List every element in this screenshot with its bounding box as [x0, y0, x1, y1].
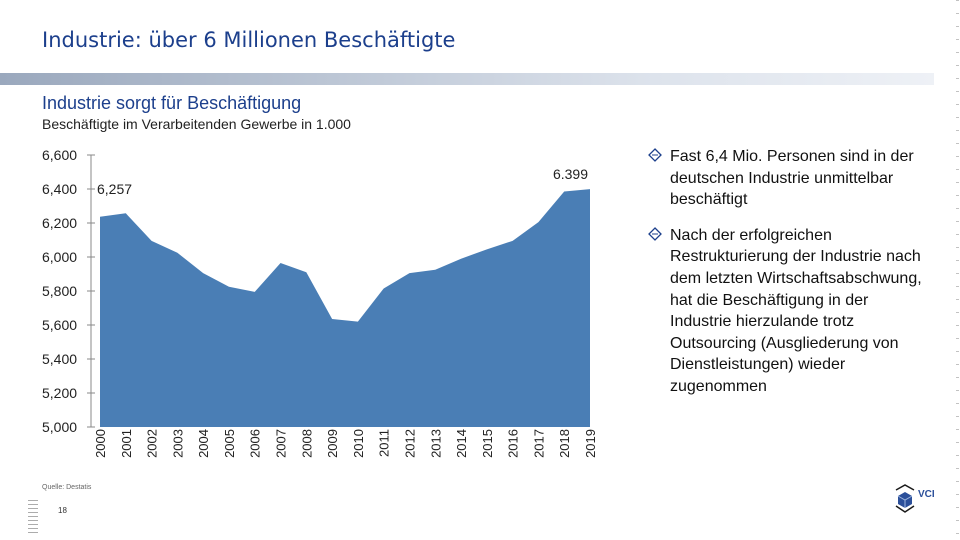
- x-tick-label: 2003: [170, 429, 185, 458]
- x-tick-label: 2009: [325, 429, 340, 458]
- vci-logo-icon: VCI: [895, 484, 935, 513]
- x-tick-label: 2017: [531, 429, 546, 458]
- x-tick-label: 2005: [222, 429, 237, 458]
- x-tick-label: 2010: [351, 429, 366, 458]
- employment-area-series: [100, 189, 590, 427]
- diamond-bullet-icon: [648, 226, 662, 241]
- x-tick-label: 2001: [119, 429, 134, 458]
- bullet-item: Nach der erfolgreichen Restrukturierung …: [648, 225, 933, 398]
- y-tick-label: 6,000: [42, 249, 77, 265]
- y-tick-label: 6,600: [42, 147, 77, 163]
- y-tick-label: 5,400: [42, 351, 77, 367]
- x-tick-label: 2013: [428, 429, 443, 458]
- source-note: Quelle: Destatis: [42, 484, 92, 491]
- chart-unit-caption: Beschäftigte im Verarbeitenden Gewerbe i…: [42, 116, 351, 132]
- x-tick-label: 2011: [377, 429, 392, 457]
- x-tick-label: 2015: [480, 429, 495, 458]
- y-tick-label: 5,800: [42, 283, 77, 299]
- logo-wordmark: VCI: [918, 489, 935, 500]
- title-divider: [0, 73, 934, 85]
- x-tick-label: 2018: [557, 429, 572, 458]
- x-tick-label: 2006: [248, 429, 263, 458]
- y-tick-label: 5,600: [42, 317, 77, 333]
- x-tick-label: 2008: [299, 429, 314, 458]
- y-tick-label: 6,200: [42, 215, 77, 231]
- y-tick-label: 5,200: [42, 385, 77, 401]
- data-label: 6,257: [97, 181, 132, 197]
- x-tick-label: 2000: [93, 429, 108, 458]
- chart-subtitle: Industrie sorgt für Beschäftigung: [42, 93, 302, 113]
- edge-marker: [956, 0, 959, 540]
- x-tick-label: 2002: [145, 429, 160, 458]
- data-label: 6.399: [553, 166, 588, 182]
- page-title: Industrie: über 6 Millionen Beschäftigte: [42, 28, 456, 52]
- bullet-text: Fast 6,4 Mio. Personen sind in der deuts…: [670, 148, 914, 209]
- page-number: 18: [58, 506, 67, 515]
- x-tick-label: 2007: [274, 429, 289, 458]
- y-tick-label: 6,400: [42, 181, 77, 197]
- bullet-list: Fast 6,4 Mio. Personen sind in der deuts…: [648, 146, 933, 412]
- x-tick-label: 2004: [196, 429, 211, 458]
- x-tick-label: 2019: [583, 429, 598, 458]
- x-tick-label: 2016: [506, 429, 521, 458]
- x-tick-label: 2014: [454, 429, 469, 458]
- page-marker: [28, 500, 38, 536]
- x-tick-label: 2012: [402, 429, 417, 458]
- diamond-bullet-icon: [648, 148, 662, 162]
- bullet-text: Nach der erfolgreichen Restrukturierung …: [670, 226, 922, 395]
- y-tick-label: 5,000: [42, 419, 77, 435]
- bullet-item: Fast 6,4 Mio. Personen sind in der deuts…: [648, 146, 933, 211]
